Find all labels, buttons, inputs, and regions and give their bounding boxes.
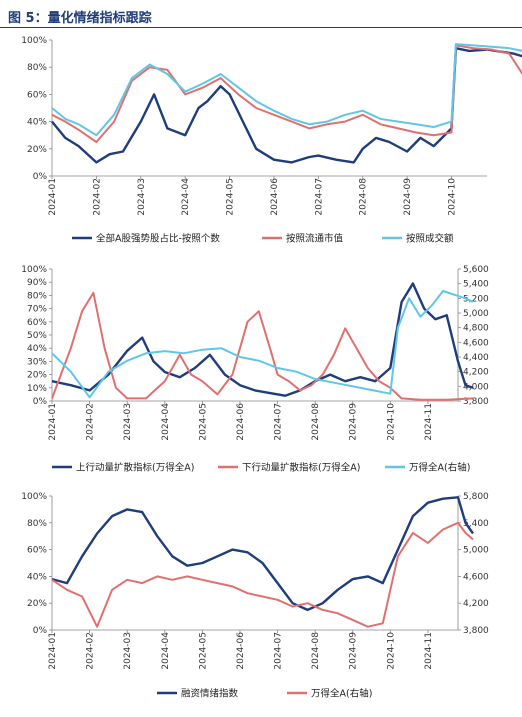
x-tick-label: 2024-01 [48,632,58,670]
y2-tick-label: 4,200 [463,599,489,609]
chart-2-momentum-diffusion: 0% 10% 20% 30% 40% 50% 60% 70% 80% 90% 100% 3,800 4,… [21,265,489,474]
legend-label: 按照成交额 [406,233,454,245]
y2-tick-label: 4,200 [463,368,489,378]
y-tick-label: 40% [27,344,47,354]
x-tick-label: 2024-06 [270,178,280,216]
x-tick-label: 2024-07 [274,403,284,441]
x-tick-label: 2024-02 [86,632,96,670]
x-tick-label: 2024-08 [311,403,321,441]
y-tick-label: 80% [27,63,47,73]
x-tick-label: 2024-08 [311,632,321,670]
y2-tick-label: 4,800 [463,324,489,334]
chart-3-margin-sentiment: 0% 20% 40% 60% 80% 100% 3,800 4,200 4,600 5,000 5,… [21,492,489,700]
legend-label: 融资情绪指数 [181,688,239,700]
y-tick-label: 50% [27,331,47,341]
x-tick-label: 2024-07 [274,632,284,670]
y-tick-label: 60% [27,318,47,328]
x-tick-label: 2024-05 [198,632,208,670]
y-tick-label: 100% [21,265,47,275]
x-tick-label: 2024-09 [349,632,359,670]
y2-tick-label: 5,200 [463,294,489,304]
y-tick-label: 60% [27,546,47,556]
y-tick-label: 10% [27,384,47,394]
y-tick-label: 60% [27,90,47,100]
x-tick-label: 2024-06 [236,403,246,441]
x-tick-label: 2024-03 [137,178,147,216]
legend-label: 按照流通市值 [286,233,344,245]
figure-title: 图 5：量化情绪指标跟踪 [8,11,152,26]
legend-label: 上行动量扩散指标(万得全A) [76,462,194,474]
y-tick-label: 100% [21,492,47,502]
y-tick-label: 0% [33,626,48,636]
x-tick-label: 2024-02 [92,178,102,216]
y2-tick-label: 5,600 [463,265,489,275]
y-tick-label: 0% [33,397,48,407]
y-tick-label: 70% [27,305,47,315]
x-tick-label: 2024-05 [198,403,208,441]
chart-1-breadth: 0% 20% 40% 60% 80% 100% 2024-01 2024-02 2024-03 2… [21,36,522,245]
y2-tick-label: 3,800 [463,397,489,407]
x-tick-label: 2024-04 [181,178,191,216]
legend-label: 全部A股强势股占比-按照个数 [96,233,220,245]
x-tick-label: 2024-03 [123,632,133,670]
x-tick-label: 2024-04 [161,632,171,670]
x-tick-label: 2024-11 [424,403,434,441]
series-line-1 [51,496,474,612]
y2-tick-label: 5,000 [463,309,489,319]
series-line-1 [51,282,474,397]
y-tick-label: 20% [27,371,47,381]
legend-label: 万得全A(右轴) [311,688,372,700]
y-tick-label: 30% [27,357,47,367]
x-tick-label: 2024-11 [424,632,434,670]
y-tick-label: 80% [27,519,47,529]
y2-tick-label: 4,600 [463,338,489,348]
x-tick-label: 2024-03 [123,403,133,441]
series-line-2 [51,521,474,628]
y-tick-label: 20% [27,145,47,155]
y2-tick-label: 5,800 [463,492,489,502]
y2-tick-label: 4,400 [463,353,489,363]
y2-tick-label: 4,600 [463,572,489,582]
x-tick-label: 2024-05 [226,178,236,216]
legend-label: 万得全A(右轴) [409,462,470,474]
x-tick-label: 2024-04 [161,403,171,441]
series-line-3 [51,43,522,137]
x-tick-label: 2024-08 [359,178,369,216]
y-tick-label: 40% [27,572,47,582]
x-tick-label: 2024-10 [386,403,396,441]
y2-tick-label: 4,000 [463,382,489,392]
title-rule [0,27,522,28]
y-tick-label: 20% [27,599,47,609]
y2-tick-label: 3,800 [463,626,489,636]
legend-label: 下行动量扩散指标(万得全A) [242,462,360,474]
y2-tick-label: 5,400 [463,519,489,529]
y2-tick-label: 5,000 [463,546,489,556]
x-tick-label: 2024-01 [48,403,58,441]
x-tick-label: 2024-06 [236,632,246,670]
x-tick-label: 2024-02 [86,403,96,441]
x-tick-label: 2024-10 [447,178,457,216]
series-line-3 [51,290,474,399]
x-tick-label: 2024-09 [349,403,359,441]
series-line-2 [51,291,474,401]
y2-tick-label: 5,400 [463,280,489,290]
x-tick-label: 2024-07 [314,178,324,216]
x-tick-label: 2024-09 [403,178,413,216]
x-tick-label: 2024-01 [48,178,58,216]
y-tick-label: 0% [33,172,48,182]
x-tick-label: 2024-10 [386,632,396,670]
y-tick-label: 40% [27,118,47,128]
y-tick-label: 100% [21,36,47,46]
y-tick-label: 80% [27,291,47,301]
y-tick-label: 90% [27,278,47,288]
series-line-2 [51,44,522,143]
